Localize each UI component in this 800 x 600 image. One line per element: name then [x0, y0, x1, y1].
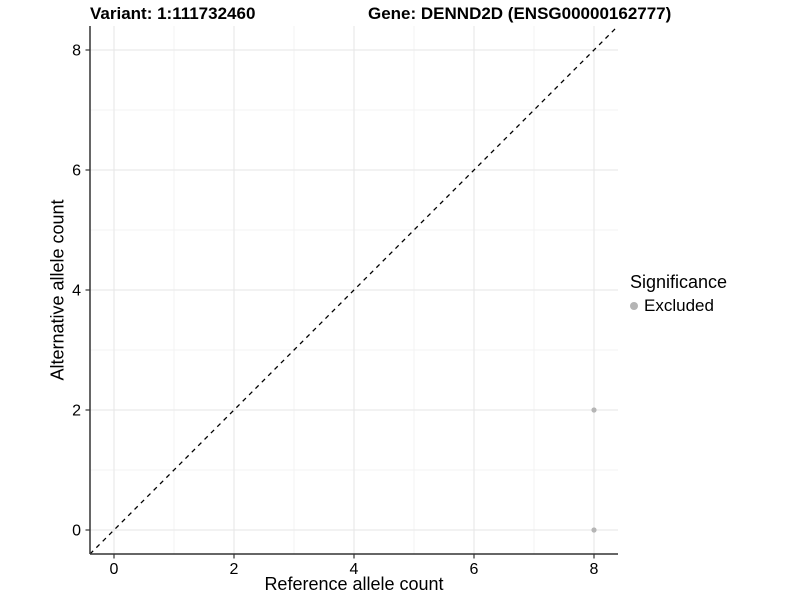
data-point[interactable]	[591, 527, 597, 533]
y-axis-title: Alternative allele count	[47, 199, 68, 381]
x-tick-label: 0	[110, 561, 119, 578]
x-tick-label: 6	[470, 561, 479, 578]
legend-title: Significance	[630, 272, 728, 292]
plot-panel: 0 2 4 6 8 0 2 4 6 8	[72, 25, 619, 578]
identity-line	[89, 25, 619, 555]
plot-title-gene: Gene: DENND2D (ENSG00000162777)	[368, 4, 672, 23]
y-tick-label: 8	[72, 43, 81, 60]
y-tick-label: 4	[72, 283, 81, 300]
data-point[interactable]	[591, 407, 597, 413]
x-axis-title: Reference allele count	[264, 574, 444, 594]
legend-key-dot-icon	[630, 302, 638, 310]
y-tick-label: 0	[72, 523, 81, 540]
plot-area-svg: 0 2 4 6 8 0 2 4 6 8	[72, 25, 619, 578]
x-tick-label: 4	[350, 561, 359, 578]
y-tick-label: 6	[72, 163, 81, 180]
y-tick-label: 2	[72, 403, 81, 420]
x-tick-label: 8	[590, 561, 599, 578]
legend: Significance Excluded	[630, 271, 727, 316]
legend-item-excluded[interactable]: Excluded	[630, 296, 727, 316]
legend-item-label: Excluded	[644, 296, 714, 315]
plot-title-variant: Variant: 1:111732460	[90, 4, 256, 23]
x-tick-label: 2	[230, 561, 239, 578]
